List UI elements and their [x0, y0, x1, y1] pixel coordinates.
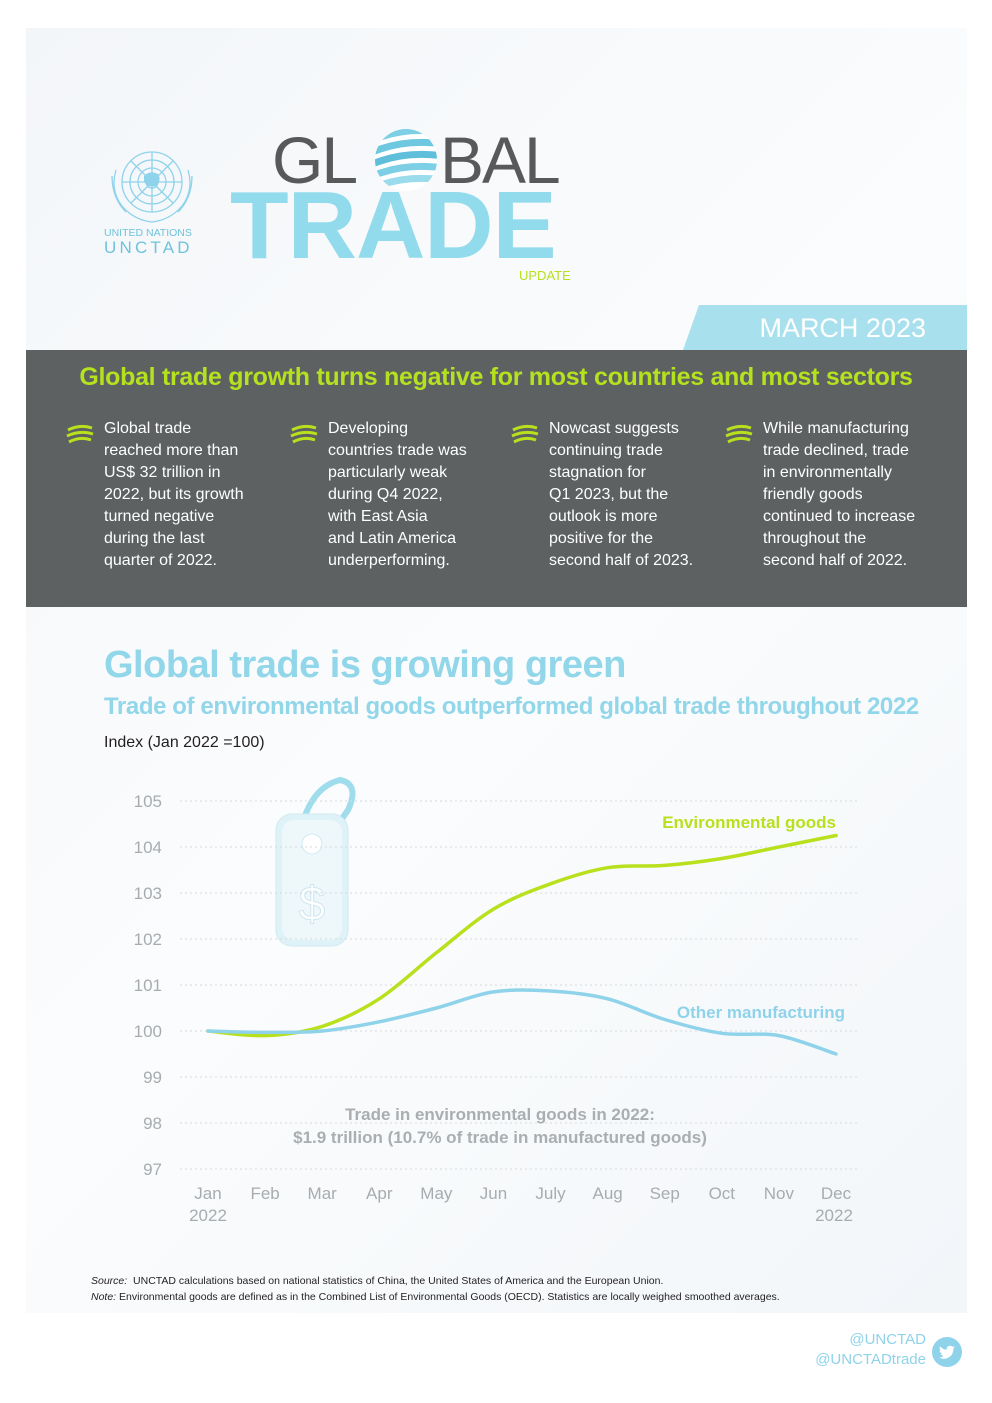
bullet-3: Nowcast suggests continuing trade stagna…: [511, 418, 694, 572]
trade-index-chart: $ 97 98 99 100 101 102 103 104 105 Jan Feb Mar Apr M…: [134, 776, 860, 1225]
x-tick-label: Jan: [194, 1184, 221, 1203]
un-line1: UNITED NATIONS: [104, 227, 192, 239]
title-gl: GL: [272, 123, 358, 197]
title-bal: BAL: [440, 123, 561, 197]
social-handles: @UNCTAD @UNCTADtrade: [815, 1330, 926, 1370]
y-tick-label: 105: [134, 792, 162, 811]
x-tick-label: Jun: [480, 1184, 507, 1203]
svg-text:$: $: [299, 878, 326, 931]
x-tick-label: Dec: [821, 1184, 852, 1203]
title-trade: TRADE: [230, 172, 557, 279]
bullet-2: Developing countries trade was particula…: [290, 418, 467, 572]
date-band: [683, 305, 967, 350]
bullet-1: Global trade reached more than US$ 32 tr…: [66, 418, 244, 572]
bullet-text: Nowcast suggests continuing trade stagna…: [549, 420, 694, 569]
bullet-text: While manufacturing trade declined, trad…: [763, 420, 916, 569]
globe-bullet-icon: [66, 424, 94, 444]
x-tick-label: Nov: [764, 1184, 795, 1203]
x-tick-label: Mar: [308, 1184, 338, 1203]
x-tick-label: May: [420, 1184, 453, 1203]
legend-other-manufacturing: Other manufacturing: [677, 1003, 845, 1022]
page-background: [26, 28, 967, 1313]
bullet-text: Global trade reached more than US$ 32 tr…: [104, 420, 244, 569]
source-label: Source:: [91, 1275, 128, 1287]
y-tick-label: 104: [134, 838, 162, 857]
un-emblem-icon: [111, 151, 193, 223]
note-text: Environmental goods are defined as in th…: [119, 1291, 780, 1303]
twitter-bird-icon[interactable]: [932, 1337, 962, 1367]
x-year-label-first: 2022: [189, 1206, 227, 1225]
x-tick-label: Sep: [650, 1184, 680, 1203]
bullet-4: While manufacturing trade declined, trad…: [725, 418, 916, 572]
banner-title: Global trade growth turns negative for m…: [79, 363, 913, 391]
social-handle-unctadtrade[interactable]: @UNCTADtrade: [815, 1351, 926, 1368]
y-tick-label: 97: [143, 1160, 162, 1179]
source-text: UNCTAD calculations based on national st…: [133, 1275, 664, 1287]
y-tick-label: 100: [134, 1022, 162, 1041]
y-tick-label: 102: [134, 930, 162, 949]
social-handle-unctad[interactable]: @UNCTAD: [849, 1331, 926, 1348]
globe-bullet-icon: [725, 424, 753, 444]
x-tick-label: July: [535, 1184, 566, 1203]
x-tick-label: Aug: [593, 1184, 623, 1203]
x-tick-label: Apr: [366, 1184, 393, 1203]
price-tag-icon: $: [275, 776, 356, 947]
annotation-line-2: $1.9 trillion (10.7% of trade in manufac…: [293, 1128, 707, 1147]
note-label: Note:: [91, 1291, 117, 1303]
un-line2: UNCTAD: [104, 238, 193, 257]
section-title: Global trade is growing green: [104, 644, 626, 686]
globe-bullet-icon: [290, 424, 318, 444]
y-tick-label: 101: [134, 976, 162, 995]
x-year-label-last: 2022: [815, 1206, 853, 1225]
summary-banner: [26, 350, 967, 607]
un-unctad-wordmark: UNITED NATIONS UNCTAD: [104, 227, 204, 258]
title-update: UPDATE: [519, 268, 571, 283]
bullet-text: Developing countries trade was particula…: [328, 420, 467, 569]
chart-y-label: Index (Jan 2022 =100): [104, 734, 265, 751]
legend-environmental-goods: Environmental goods: [662, 813, 836, 832]
section-subtitle: Trade of environmental goods outperforme…: [104, 693, 919, 720]
globe-icon: [375, 129, 437, 191]
globe-bullet-icon: [511, 424, 539, 444]
y-tick-label: 103: [134, 884, 162, 903]
y-tick-label: 98: [143, 1114, 162, 1133]
series-line-environmental-goods: [206, 833, 838, 1038]
x-tick-label: Oct: [709, 1184, 736, 1203]
issue-date: MARCH 2023: [759, 313, 926, 343]
series-line-other-manufacturing: [206, 988, 838, 1056]
x-tick-label: Feb: [250, 1184, 279, 1203]
y-tick-label: 99: [143, 1068, 162, 1087]
source-note: Source: UNCTAD calculations based on nat…: [91, 1273, 780, 1305]
annotation-line-1: Trade in environmental goods in 2022:: [345, 1105, 655, 1124]
